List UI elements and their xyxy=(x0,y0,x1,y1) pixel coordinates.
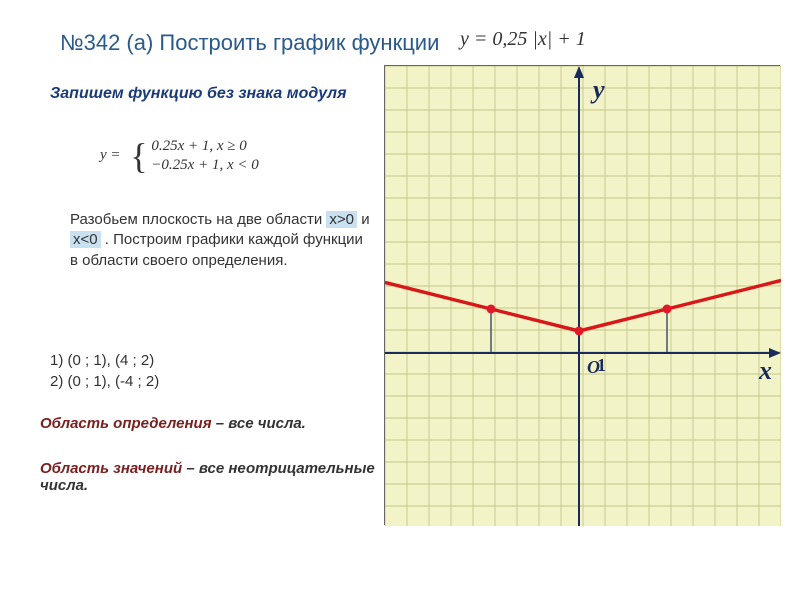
explanation-text: Разобьем плоскость на две области x>0 и … xyxy=(70,210,370,271)
piecewise-function: y = { 0.25x + 1, x ≥ 0 −0.25x + 1, x < 0 xyxy=(100,135,259,177)
domain-label: Область определения xyxy=(40,415,212,432)
domain-value: – все числа. xyxy=(212,415,306,432)
condition-2: x<0 xyxy=(70,231,101,248)
svg-text:1: 1 xyxy=(597,355,606,375)
graph-svg: yxO1 xyxy=(385,66,781,526)
case-2: −0.25x + 1, x < 0 xyxy=(151,157,258,173)
main-formula: y = 0,25 |x| + 1 xyxy=(460,28,586,51)
range-label: Область значений xyxy=(40,460,182,477)
case-1: 0.25x + 1, x ≥ 0 xyxy=(151,138,246,154)
svg-text:x: x xyxy=(758,356,772,385)
chart-area: yxO1 xyxy=(384,65,780,525)
piecewise-y-label: y = xyxy=(100,147,121,163)
domain-line: Область определения – все числа. xyxy=(40,415,306,432)
piecewise-cases: 0.25x + 1, x ≥ 0 −0.25x + 1, x < 0 xyxy=(151,137,258,176)
condition-1: x>0 xyxy=(326,211,357,228)
subtitle: Запишем функцию без знака модуля xyxy=(50,85,350,103)
svg-text:y: y xyxy=(590,75,605,104)
explain-part1: Разобьем плоскость на две области xyxy=(70,211,326,228)
points-row-1: 1) (0 ; 1), (4 ; 2) xyxy=(50,350,159,371)
brace-icon: { xyxy=(130,135,147,177)
points-row-2: 2) (0 ; 1), (-4 ; 2) xyxy=(50,371,159,392)
explain-end: . Построим графики каждой функции в обла… xyxy=(70,231,363,268)
problem-title: №342 (а) Построить график функции xyxy=(60,30,439,56)
explain-mid: и xyxy=(361,211,369,228)
range-line: Область значений – все неотрицательные ч… xyxy=(40,460,390,494)
points-list: 1) (0 ; 1), (4 ; 2) 2) (0 ; 1), (-4 ; 2) xyxy=(50,350,159,392)
